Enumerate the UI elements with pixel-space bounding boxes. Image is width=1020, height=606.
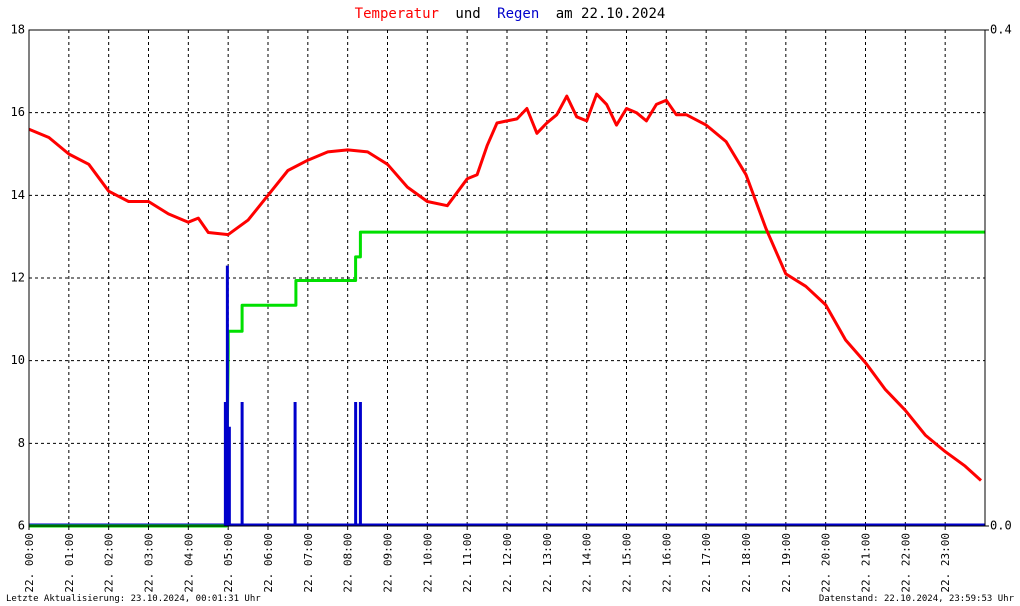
y2-tick-label: 0.4 (990, 23, 1012, 37)
y-tick-label: 14 (11, 188, 25, 202)
x-tick-label: 22. 21:00 (860, 533, 873, 593)
line-series (28, 92, 983, 482)
x-tick-label: 22. 16:00 (660, 533, 673, 593)
x-tick-label: 22. 15:00 (621, 533, 634, 593)
chart-title: Temperatur und Regen am 22.10.2024 (355, 6, 666, 22)
x-tick-label: 22. 14:00 (581, 533, 594, 593)
y-tick-label: 10 (11, 353, 25, 367)
y-tick-label: 6 (18, 519, 25, 533)
title-word: und (455, 6, 480, 22)
x-tick-label: 22. 02:00 (103, 533, 116, 593)
x-tick-label: 22. 19:00 (780, 533, 793, 593)
x-tick-label: 22. 22:00 (899, 533, 912, 593)
x-tick-label: 22. 23:00 (939, 533, 952, 593)
x-tick-label: 22. 05:00 (222, 533, 235, 593)
plot (28, 92, 985, 528)
x-tick-label: 22. 01:00 (63, 533, 76, 593)
x-tick-label: 22. 07:00 (302, 533, 315, 593)
x-tick-label: 22. 10:00 (421, 533, 434, 593)
grid (29, 29, 985, 527)
x-tick-label: 22. 20:00 (820, 533, 833, 593)
x-tick-label: 22. 18:00 (740, 533, 753, 593)
x-tick-label: 22. 06:00 (262, 533, 275, 593)
footer-right: Datenstand: 22.10.2024, 23:59:53 Uhr (819, 594, 1015, 604)
x-tick-label: 22. 11:00 (461, 533, 474, 593)
x-tick-label: 22. 03:00 (143, 533, 156, 593)
x-tick-label: 22. 12:00 (501, 533, 514, 593)
y-tick-label: 16 (11, 105, 25, 119)
x-tick-label: 22. 13:00 (541, 533, 554, 593)
x-tick-label: 22. 09:00 (382, 533, 395, 593)
y-tick-label: 18 (11, 23, 25, 37)
title-word: Regen (497, 6, 539, 22)
x-tick-label: 22. 00:00 (23, 533, 36, 593)
footer-left: Letzte Aktualisierung: 23.10.2024, 00:01… (6, 594, 261, 604)
x-tick-label: 22. 17:00 (700, 533, 713, 593)
y-tick-label: 12 (11, 271, 25, 285)
x-tick-label: 22. 04:00 (182, 533, 195, 593)
y-tick-label: 8 (18, 436, 25, 450)
y2-tick-label: 0.0 (990, 519, 1012, 533)
title-word: am 22.10.2024 (556, 6, 666, 22)
x-tick-label: 22. 08:00 (342, 533, 355, 593)
title-word: Temperatur (355, 6, 439, 22)
